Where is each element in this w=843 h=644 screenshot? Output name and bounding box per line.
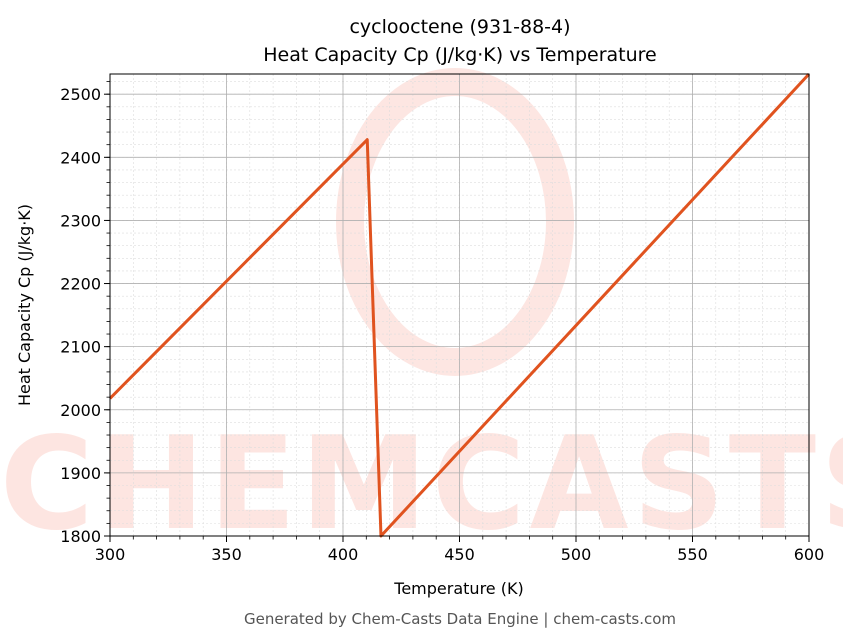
watermark-logo: CHEMCASTS bbox=[0, 68, 843, 559]
y-axis-label: Heat Capacity Cp (J/kg·K) bbox=[15, 204, 34, 406]
chart-title: cyclooctene (931-88-4) bbox=[349, 16, 570, 38]
y-tick-label: 1800 bbox=[60, 527, 101, 546]
x-tick-label: 400 bbox=[328, 545, 359, 564]
x-tick-label: 500 bbox=[561, 545, 592, 564]
y-tick-label: 2200 bbox=[60, 275, 101, 294]
x-tick-label: 600 bbox=[794, 545, 825, 564]
ticks: 300 350 400 450 500 550 600 1800 1900 2000 2100 220… bbox=[60, 81, 825, 564]
x-tick-label: 550 bbox=[677, 545, 708, 564]
svg-text:CHEMCASTS: CHEMCASTS bbox=[0, 410, 843, 559]
x-tick-label: 450 bbox=[444, 545, 475, 564]
series-layer bbox=[108, 72, 811, 538]
y-tick-label: 2300 bbox=[60, 211, 101, 230]
chart-subtitle: Heat Capacity Cp (J/kg·K) vs Temperature bbox=[263, 44, 657, 66]
y-tick-label: 2400 bbox=[60, 148, 101, 167]
y-tick-label: 2000 bbox=[60, 401, 101, 420]
y-tick-label: 2500 bbox=[60, 85, 101, 104]
x-axis-label: Temperature (K) bbox=[393, 579, 523, 598]
x-tick-label: 300 bbox=[95, 545, 126, 564]
footer-credit: Generated by Chem-Casts Data Engine | ch… bbox=[244, 610, 676, 628]
y-tick-label: 2100 bbox=[60, 338, 101, 357]
x-tick-label: 350 bbox=[211, 545, 242, 564]
series-line bbox=[108, 72, 811, 538]
y-tick-label: 1900 bbox=[60, 464, 101, 483]
